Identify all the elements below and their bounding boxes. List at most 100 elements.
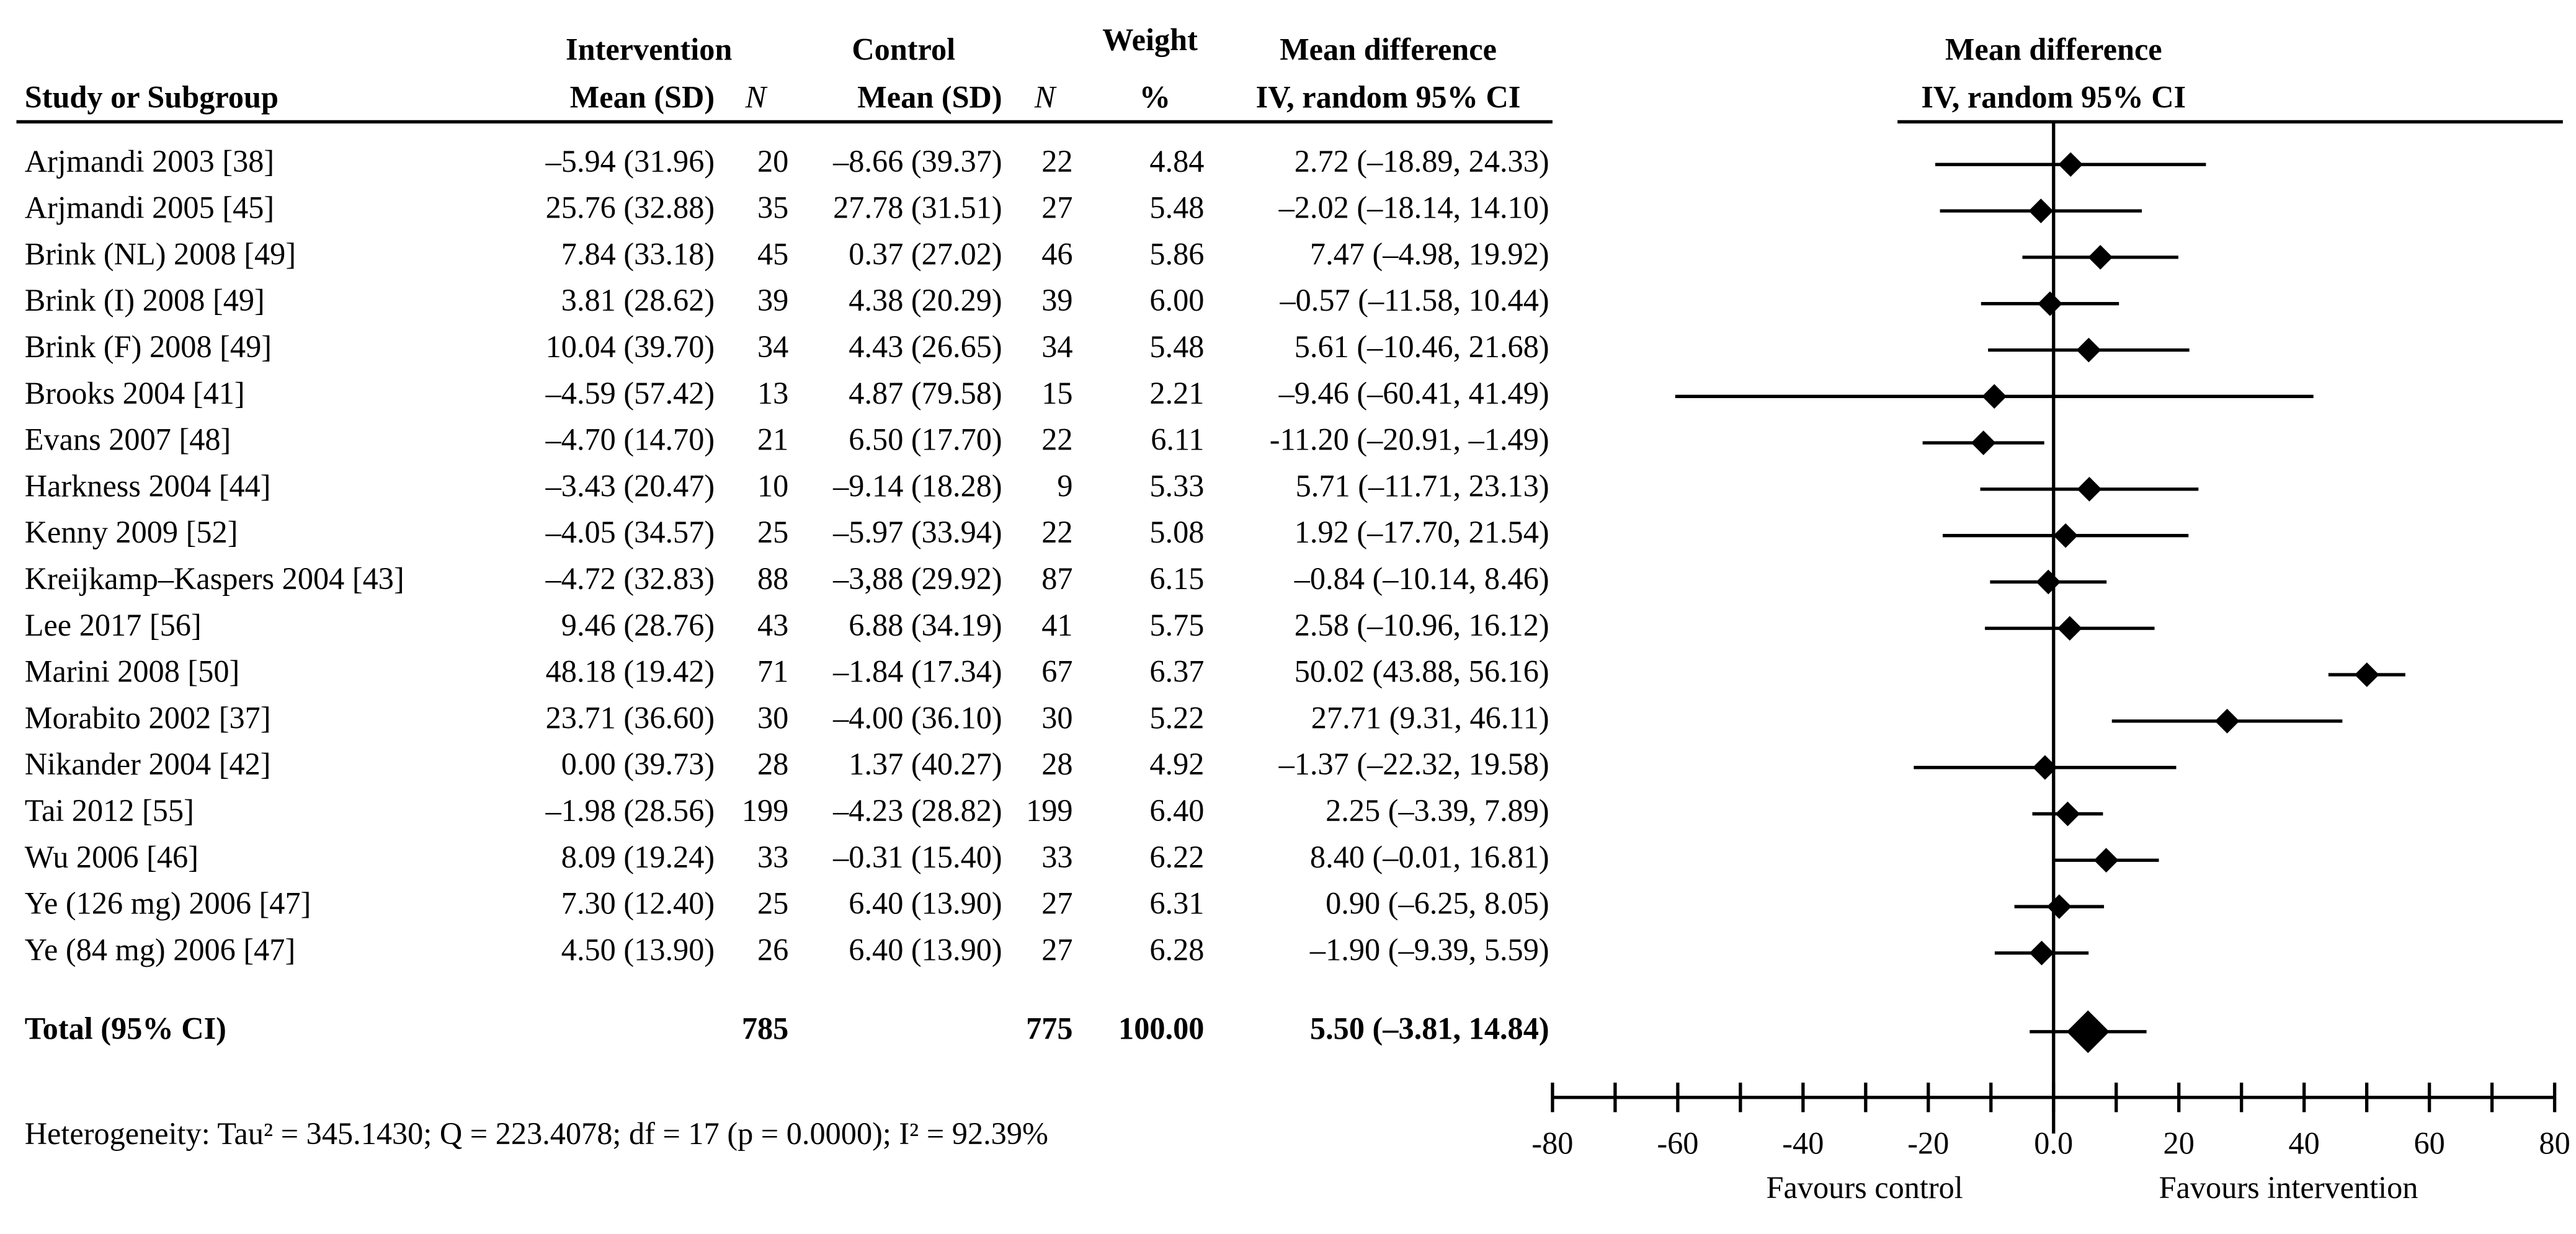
cell: Nikander 2004 [42] [25,747,271,781]
cell: 34 [1041,329,1072,364]
cell: 34 [757,329,788,364]
estimate [2093,848,2119,873]
cell: 100.00 [1118,1011,1204,1045]
cell: 21 [757,422,788,457]
cell: 6.15 [1149,561,1204,596]
estimate [2354,662,2379,687]
header: IV, random 95% CI [1256,80,1521,115]
cell: –4.59 (57.42) [545,376,715,411]
cell: 5.50 (–3.81, 14.84) [1310,1011,1549,1045]
cell: 9 [1057,468,1072,503]
estimate [1971,430,1996,455]
cell: 25 [757,515,788,549]
cell: 15 [1041,376,1072,411]
header: Mean (SD) [570,80,715,115]
estimate [2038,291,2062,316]
cell: –2.02 (–18.14, 14.10) [1278,190,1549,225]
header: Weight [1102,22,1198,57]
cell: 6.88 (34.19) [849,608,1002,642]
estimate [2033,755,2057,780]
estimate [2046,894,2072,919]
cell: Brink (F) 2008 [49] [25,329,272,364]
estimate [2077,477,2102,502]
cell: 25.76 (32.88) [546,190,715,225]
cell: 45 [757,236,788,271]
cell: 10 [757,468,788,503]
cell: 5.08 [1149,515,1204,549]
cell: 6.11 [1151,422,1204,457]
cell: 5.71 (–11.71, 23.13) [1296,468,1549,503]
cell: 27 [1041,886,1072,921]
cell: 22 [1041,422,1072,457]
header: Study or Subgroup [25,80,279,115]
cell: –9.46 (–60.41, 41.49) [1278,376,1549,411]
cell: Marini 2008 [50] [25,654,240,689]
cell: 10.04 (39.70) [546,329,715,364]
cell: –4.70 (14.70) [545,422,715,457]
cell: Harkness 2004 [44] [25,468,271,503]
cell: 5.33 [1149,468,1204,503]
cell: 30 [757,700,788,735]
cell: 33 [757,840,788,874]
cell: –1.90 (–9.39, 5.59) [1309,932,1549,967]
cell: 199 [1026,793,1072,828]
estimate [2058,152,2084,177]
cell: Brink (NL) 2008 [49] [25,236,296,271]
x-tick-label: -40 [1782,1126,1824,1161]
cell: –8.66 (39.37) [832,144,1002,179]
header: Mean difference [1280,32,1497,67]
cell: –4.05 (34.57) [545,515,715,549]
x-tick-label: 80 [2539,1126,2570,1161]
cell: 33 [1041,840,1072,874]
cell: Evans 2007 [48] [25,422,231,457]
cell: 8.09 (19.24) [561,840,715,874]
cell: 6.40 [1149,793,1204,828]
cell: 785 [742,1011,788,1045]
header: Mean difference [1945,32,2162,67]
cell: 43 [757,608,788,642]
header: Control [852,32,955,67]
cell: 35 [757,190,788,225]
cell: 5.48 [1149,329,1204,364]
cell: 6.40 (13.90) [849,932,1002,967]
cell: 775 [1026,1011,1072,1045]
cell: 20 [757,144,788,179]
heterogeneity: Heterogeneity: Tau² = 345.1430; Q = 223.… [25,1116,1048,1151]
cell: 4.87 (79.58) [849,376,1002,411]
cell: Wu 2006 [46] [25,840,198,874]
cell: 26 [757,932,788,967]
cell: –1.98 (28.56) [545,793,715,828]
favours-label: Favours intervention [2159,1170,2418,1205]
cell: 50.02 (43.88, 56.16) [1295,654,1549,689]
cell: –5.97 (33.94) [832,515,1002,549]
cell: 3.81 (28.62) [561,283,715,317]
cell: 27.71 (9.31, 46.11) [1311,700,1549,735]
cell: –5.94 (31.96) [545,144,715,179]
cell: 4.50 (13.90) [561,932,715,967]
cell: 6.31 [1149,886,1204,921]
cell: 6.22 [1149,840,1204,874]
cell: Brink (I) 2008 [49] [25,283,265,317]
header: Intervention [566,32,732,67]
cell: Brooks 2004 [41] [25,376,245,411]
cell: 1.92 (–17.70, 21.54) [1295,515,1549,549]
x-tick-label: -20 [1907,1126,1949,1161]
cell: 5.61 (–10.46, 21.68) [1295,329,1549,364]
cell: 88 [757,561,788,596]
cell: 2.25 (–3.39, 7.89) [1326,793,1549,828]
cell: 4.92 [1149,747,1204,781]
total-diamond [2066,1010,2110,1054]
estimate [2029,940,2054,965]
cell: Ye (84 mg) 2006 [47] [25,932,296,967]
x-tick-label: -60 [1657,1126,1698,1161]
estimate [2214,709,2240,734]
cell: 0.00 (39.73) [561,747,715,781]
cell: 2.72 (–18.89, 24.33) [1295,144,1549,179]
cell: 71 [757,654,788,689]
header: N [1034,80,1057,115]
cell: 6.28 [1149,932,1204,967]
cell: 4.38 (20.29) [849,283,1002,317]
estimate [1982,384,2007,409]
x-tick-label: 40 [2289,1126,2320,1161]
